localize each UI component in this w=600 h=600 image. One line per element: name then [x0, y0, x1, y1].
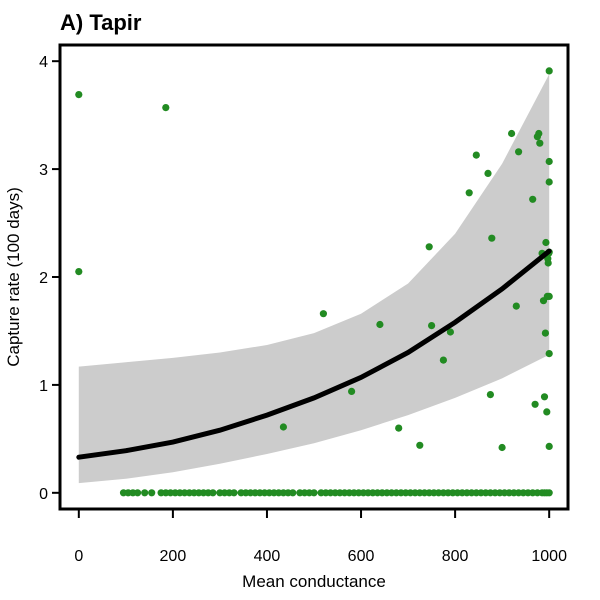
data-point	[508, 129, 516, 138]
data-point	[541, 329, 550, 337]
data-point-zero	[289, 489, 297, 497]
data-point	[486, 391, 494, 399]
data-point	[540, 393, 549, 401]
data-point-zero	[545, 489, 553, 497]
y-tick-label: 3	[39, 162, 48, 179]
data-point	[439, 356, 447, 364]
data-point-zero	[230, 489, 238, 497]
confidence-band	[78, 74, 550, 484]
x-tick-label: 200	[160, 548, 187, 565]
data-point	[472, 151, 480, 159]
data-point	[543, 408, 551, 416]
data-point	[416, 441, 424, 449]
x-tick-label: 400	[254, 548, 281, 565]
data-point	[535, 129, 543, 138]
data-point	[428, 322, 436, 330]
x-tick-label: 600	[348, 548, 375, 565]
data-point	[515, 148, 523, 156]
data-points	[75, 67, 553, 497]
data-point	[545, 178, 553, 186]
plot-area	[75, 67, 553, 497]
data-point	[544, 259, 552, 267]
data-point	[545, 67, 553, 75]
data-point	[488, 234, 496, 242]
y-tick-label: 1	[39, 378, 48, 395]
data-point-zero	[134, 489, 142, 497]
data-point	[545, 350, 553, 358]
data-point	[498, 443, 506, 452]
data-point	[529, 195, 537, 203]
x-tick-label: 1000	[531, 548, 567, 565]
chart-title: A) Tapir	[60, 10, 142, 35]
y-tick-label: 0	[39, 486, 48, 503]
y-tick-label: 4	[39, 54, 48, 71]
data-point	[545, 157, 553, 166]
data-point	[545, 292, 553, 300]
x-tick-label: 0	[74, 548, 83, 565]
data-point	[162, 104, 170, 112]
data-point	[512, 302, 520, 310]
data-point	[75, 268, 83, 276]
y-tick-label: 2	[39, 270, 48, 287]
y-axis: 0 1 2 3 4	[39, 54, 60, 503]
x-axis-label: Mean conductance	[242, 572, 386, 591]
data-point	[545, 442, 553, 450]
data-point-zero	[310, 489, 318, 497]
data-point	[395, 424, 403, 432]
x-axis: 0 200 400 600 800 1000	[74, 509, 567, 565]
data-point	[376, 320, 384, 329]
data-point	[531, 400, 539, 408]
data-point	[75, 91, 83, 99]
fit-line	[76, 248, 552, 460]
data-point	[536, 139, 544, 147]
data-point	[465, 189, 473, 197]
data-point	[542, 238, 550, 247]
data-point	[446, 328, 454, 336]
data-point	[279, 423, 287, 431]
y-axis-label: Capture rate (100 days)	[4, 187, 23, 367]
data-point	[484, 169, 492, 177]
data-point-zero	[141, 489, 149, 497]
x-tick-label: 800	[442, 548, 469, 565]
data-point	[319, 310, 327, 318]
data-point-zero	[148, 489, 156, 497]
data-point-zero	[209, 489, 217, 497]
data-point	[425, 243, 433, 251]
data-point	[348, 387, 356, 395]
